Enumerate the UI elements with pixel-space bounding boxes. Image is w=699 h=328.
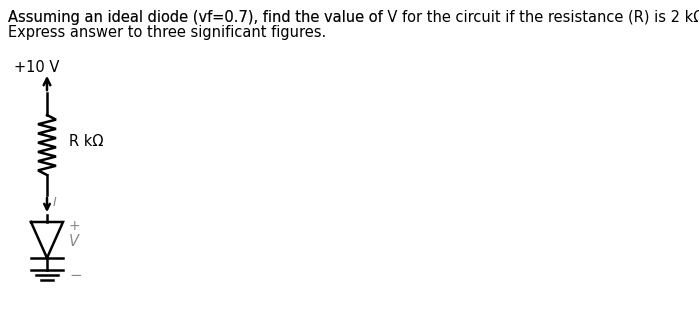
Text: +: + [69,219,80,233]
Text: +10 V: +10 V [14,60,59,75]
Text: R kΩ: R kΩ [69,133,103,149]
Text: Assuming an ideal diode (vf=0.7), find the value of V for the circuit if the res: Assuming an ideal diode (vf=0.7), find t… [8,10,699,25]
Text: I: I [53,195,57,209]
Text: −: − [69,269,82,283]
Text: Assuming an ideal diode (vf=0.7), find the value of: Assuming an ideal diode (vf=0.7), find t… [8,10,387,25]
Text: Express answer to three significant figures.: Express answer to three significant figu… [8,25,326,40]
Text: Assuming an ideal diode (vf=0.7), find the value of ​V​ for the circuit if the r: Assuming an ideal diode (vf=0.7), find t… [8,10,699,25]
Text: V: V [69,235,79,250]
